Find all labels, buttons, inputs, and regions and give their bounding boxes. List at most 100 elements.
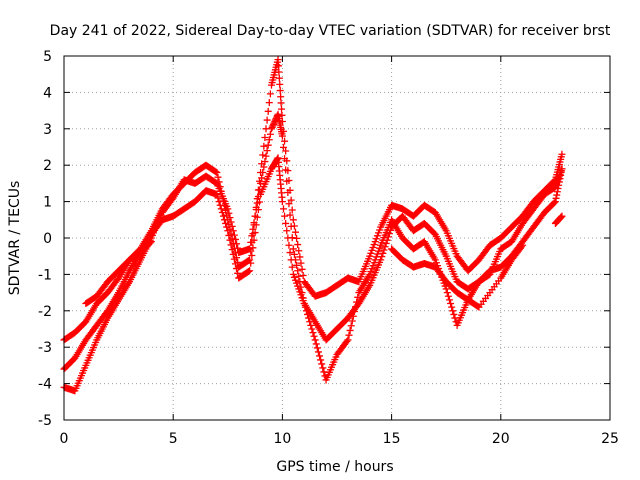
x-tick-label: 5 <box>169 431 178 447</box>
data-point <box>225 209 233 217</box>
data-point <box>299 294 307 302</box>
data-point <box>285 200 293 208</box>
data-point <box>344 336 352 344</box>
data-point <box>293 234 301 242</box>
data-point <box>276 80 284 88</box>
data-point <box>296 278 304 286</box>
data-point <box>265 99 273 107</box>
data-point <box>222 219 230 227</box>
data-point <box>276 87 284 95</box>
data-point <box>348 317 356 325</box>
data-point <box>300 300 308 308</box>
data-point <box>274 56 282 64</box>
data-point <box>284 189 292 196</box>
data-point <box>312 340 320 348</box>
data-point <box>248 251 256 259</box>
data-point <box>249 225 257 233</box>
data-point <box>557 214 565 222</box>
data-point <box>287 196 295 204</box>
data-point <box>286 211 294 219</box>
data-point <box>352 303 360 311</box>
data-point <box>450 310 458 318</box>
data-point <box>250 219 258 227</box>
data-point <box>282 147 290 155</box>
data-point <box>227 241 235 249</box>
data-point <box>281 155 289 163</box>
data-point <box>278 198 286 206</box>
data-point <box>216 201 224 209</box>
data-point <box>349 312 357 320</box>
data-point <box>308 325 316 333</box>
data-point <box>262 152 270 160</box>
data-point <box>217 205 225 213</box>
data-point <box>318 360 326 368</box>
data-point <box>213 190 221 198</box>
data-point <box>302 307 310 315</box>
chart-title: Day 241 of 2022, Sidereal Day-to-day VTE… <box>50 23 611 39</box>
data-point <box>288 234 296 242</box>
data-point <box>246 256 254 264</box>
data-point <box>316 352 324 360</box>
data-point <box>261 134 269 142</box>
data-point <box>219 212 227 220</box>
data-point <box>246 245 254 253</box>
data-point <box>311 336 319 344</box>
data-point <box>212 168 220 176</box>
data-point <box>277 93 285 101</box>
data-point <box>247 238 255 246</box>
data-point <box>233 240 241 248</box>
data-point <box>309 329 317 337</box>
data-point <box>442 285 450 293</box>
data-point <box>552 194 560 202</box>
data-point <box>259 168 267 176</box>
data-point <box>279 143 287 151</box>
data-point <box>304 310 312 318</box>
data-point <box>264 107 272 115</box>
series-track-a <box>60 56 566 344</box>
data-point <box>234 269 242 277</box>
x-tick-label: 15 <box>383 431 401 447</box>
data-point <box>266 90 274 98</box>
data-point <box>275 74 283 82</box>
data-point <box>229 250 237 258</box>
x-tick-label: 20 <box>492 431 510 447</box>
axis-ticks: 0 5 10 15 20 25 -5 -4 -3 -2 -1 0 1 2 3 4 5 <box>38 49 619 447</box>
data-point <box>287 222 295 230</box>
data-point <box>147 238 155 246</box>
data-point <box>350 308 358 316</box>
data-point <box>278 132 286 140</box>
series-track-c <box>60 110 566 395</box>
x-tick-label: 0 <box>60 431 69 447</box>
data-point <box>281 212 289 220</box>
data-point <box>230 255 238 263</box>
data-point <box>347 322 355 330</box>
y-tick-label: -1 <box>38 267 52 283</box>
data-point <box>259 151 267 159</box>
data-point <box>292 228 300 236</box>
data-point <box>346 326 354 334</box>
x-tick-label: 25 <box>601 431 619 447</box>
data-point <box>226 236 234 244</box>
data-point <box>301 303 309 311</box>
data-point <box>245 267 253 275</box>
series-track-d <box>82 212 566 311</box>
data-point <box>518 243 526 251</box>
data-point <box>294 267 302 275</box>
data-point <box>281 137 289 145</box>
data-point <box>292 256 300 264</box>
data-point <box>448 303 456 311</box>
data-point <box>381 243 389 251</box>
data-point <box>224 205 232 213</box>
data-point <box>223 223 231 231</box>
data-point <box>553 191 561 199</box>
data-point <box>282 166 290 174</box>
data-series <box>60 56 566 395</box>
data-point <box>228 246 236 254</box>
series-track-b <box>60 154 566 373</box>
data-point <box>449 307 457 315</box>
data-point <box>258 174 266 182</box>
data-point <box>227 218 235 226</box>
data-point <box>345 331 353 339</box>
data-point <box>251 212 259 220</box>
data-point <box>319 364 327 372</box>
